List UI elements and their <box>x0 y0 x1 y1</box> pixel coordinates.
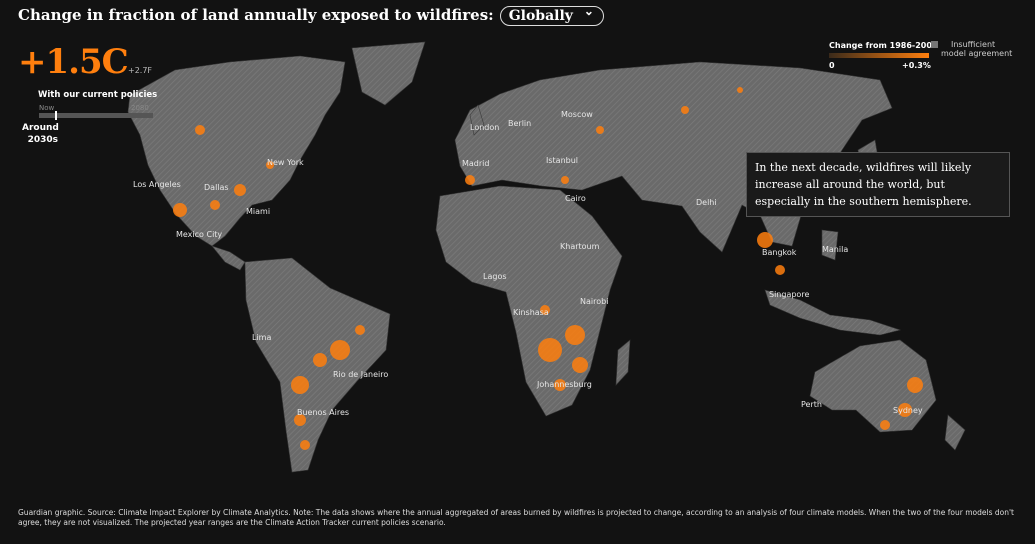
timeline-slider[interactable] <box>39 111 153 120</box>
annotation: In the next decade, wildfires will likel… <box>746 152 1010 217</box>
city-label: Lima <box>252 333 271 342</box>
city-label: Los Angeles <box>133 180 181 189</box>
city-label: Delhi <box>696 198 717 207</box>
city-label: Moscow <box>561 110 593 119</box>
city-label: Khartoum <box>560 242 600 251</box>
city-label: Madrid <box>462 159 489 168</box>
city-label: Dallas <box>204 183 229 192</box>
wildfire-hotspots <box>173 87 923 450</box>
city-label: Perth <box>801 400 822 409</box>
city-label: New York <box>267 158 304 167</box>
title-bar: Change in fraction of land annually expo… <box>18 4 604 26</box>
timeline-end: 2080 <box>131 104 149 112</box>
land <box>127 41 966 473</box>
temperature: +1.5C <box>18 42 129 82</box>
city-label: Miami <box>246 207 270 216</box>
legend-insufficient: Insufficient model agreement <box>931 40 1021 58</box>
city-labels: London Berlin Moscow Madrid Istanbul Cai… <box>133 110 923 417</box>
temperature-f: +2.7F <box>128 66 153 75</box>
year-line: 2030s <box>27 135 58 145</box>
year-label: Around 2030s <box>22 122 59 146</box>
city-label: Berlin <box>508 119 531 128</box>
city-label: Mexico City <box>176 230 222 239</box>
timeline-handle[interactable] <box>55 111 57 120</box>
city-label: London <box>470 123 499 132</box>
region-dropdown[interactable]: Globally <box>499 4 604 26</box>
city-label: Istanbul <box>546 156 578 165</box>
city-label: Cairo <box>565 194 586 203</box>
city-label: Rio de Janeiro <box>333 370 388 379</box>
city-label: Manila <box>822 245 848 254</box>
title: Change in fraction of land annually expo… <box>18 6 494 24</box>
city-label: Nairobi <box>580 297 608 306</box>
legend-gradient <box>829 53 929 58</box>
city-label: Johannesburg <box>536 380 592 389</box>
legend-min: 0 <box>829 61 835 70</box>
city-label: Lagos <box>483 272 507 281</box>
footer: Guardian graphic. Source: Climate Impact… <box>18 508 1014 527</box>
city-label: Singapore <box>769 290 809 299</box>
city-label: Bangkok <box>762 248 797 257</box>
legend-max: +0.3% <box>902 61 931 70</box>
year-line: Around <box>22 123 59 133</box>
timeline-start: Now <box>39 104 55 112</box>
city-label: Buenos Aires <box>297 408 349 417</box>
city-label: Sydney <box>893 406 923 415</box>
legend-title: Change from 1986-2006 <box>829 41 938 50</box>
city-label: Kinshasa <box>513 308 549 317</box>
policy-label: With our current policies <box>38 90 158 100</box>
